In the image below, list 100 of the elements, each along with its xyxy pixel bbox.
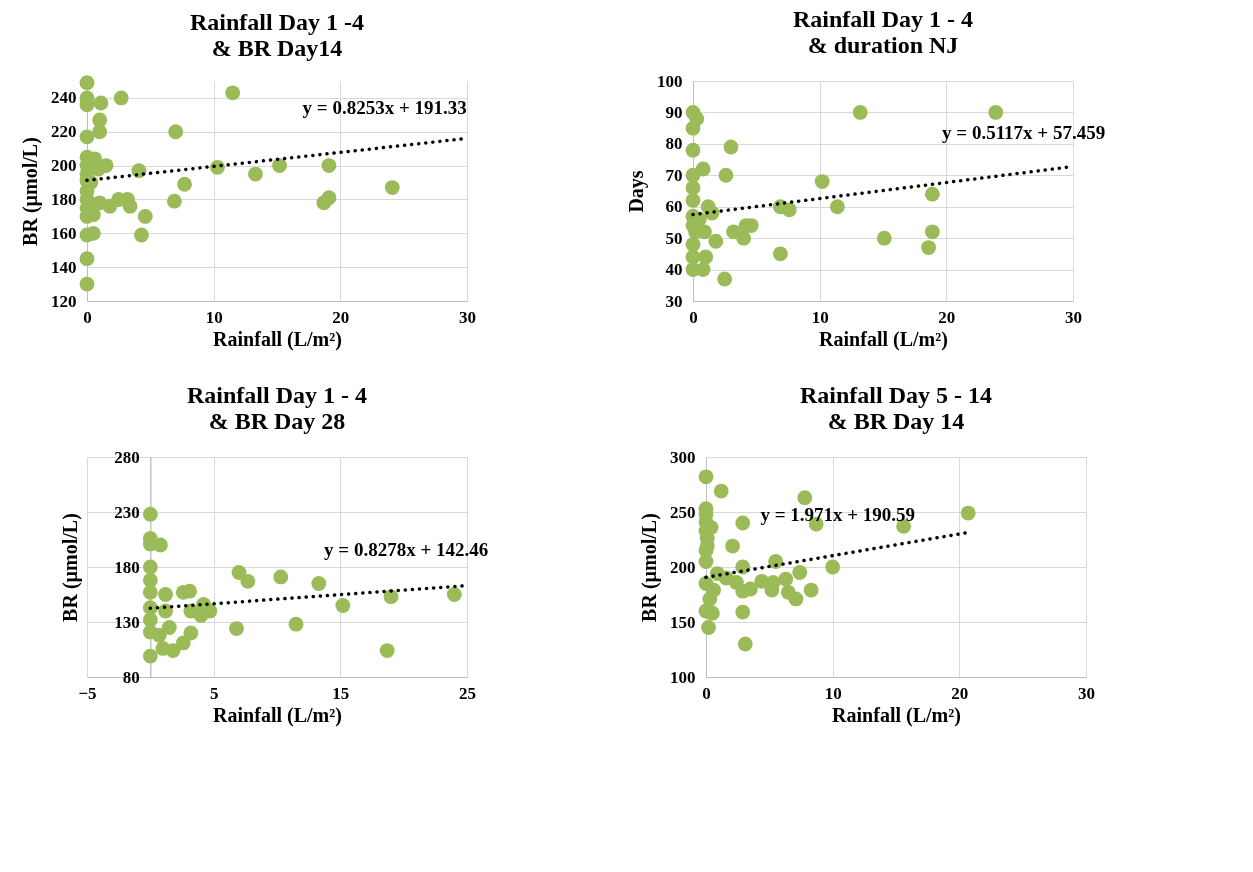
y-tick-label: 100 — [670, 667, 696, 687]
point — [852, 105, 868, 120]
point — [229, 621, 244, 636]
point — [735, 604, 751, 620]
point — [921, 240, 937, 255]
point — [321, 158, 337, 174]
y-tick-label: 230 — [114, 502, 140, 522]
y-tick-label: 60 — [665, 197, 683, 217]
point — [158, 587, 173, 602]
y-tick-label: 140 — [51, 257, 77, 277]
y-tick-label: 80 — [122, 667, 140, 687]
point — [988, 105, 1004, 120]
y-tick-label: 220 — [51, 122, 77, 142]
point — [685, 142, 701, 158]
point — [701, 620, 716, 635]
point — [168, 124, 184, 140]
x-tick-label: 20 — [951, 683, 969, 703]
point — [723, 139, 739, 155]
y-tick-label: 180 — [51, 189, 77, 209]
x-tick-label: 20 — [938, 307, 956, 327]
point — [685, 167, 701, 183]
y-tick-label: 160 — [51, 223, 77, 243]
x-tick-label: 10 — [811, 307, 829, 327]
point — [379, 643, 395, 658]
point — [79, 75, 95, 91]
point — [685, 249, 701, 265]
point — [137, 208, 153, 224]
point — [698, 469, 714, 485]
x-axis-title: Rainfall (L/m²) — [819, 327, 948, 351]
point — [685, 193, 701, 208]
y-tick-label: 200 — [51, 156, 77, 176]
point — [151, 627, 167, 643]
x-tick-label: 10 — [824, 683, 842, 703]
y-tick-label: 130 — [114, 612, 140, 632]
y-tick-label: 70 — [665, 165, 683, 185]
point — [781, 202, 797, 218]
y-tick-label: 150 — [670, 612, 696, 632]
point — [803, 582, 819, 598]
x-tick-label: 5 — [209, 683, 219, 703]
point — [177, 176, 192, 192]
point — [113, 90, 129, 106]
point — [122, 198, 138, 214]
point — [778, 571, 794, 587]
point — [79, 276, 95, 292]
annotation: y = 0.8253x + 191.33 — [302, 96, 467, 118]
point — [825, 559, 841, 575]
point — [797, 490, 813, 506]
point — [161, 620, 177, 635]
point — [924, 186, 940, 202]
x-tick-label: 15 — [332, 683, 350, 703]
point — [717, 271, 733, 287]
y-tick-label: 180 — [114, 557, 140, 577]
point — [792, 565, 808, 580]
x-tick-label: 25 — [459, 683, 476, 703]
point — [876, 230, 892, 246]
point — [175, 635, 191, 651]
point — [79, 251, 95, 267]
point — [92, 124, 108, 140]
y-axis-title: BR (µmol/L) — [19, 137, 42, 246]
point — [225, 85, 241, 101]
point — [736, 230, 752, 246]
x-tick-label: 10 — [205, 307, 223, 327]
point — [384, 180, 400, 196]
point — [383, 589, 399, 605]
point — [240, 573, 256, 589]
point — [737, 636, 753, 652]
point — [446, 587, 462, 602]
point — [335, 598, 351, 613]
point — [924, 224, 940, 240]
point — [183, 625, 199, 641]
point — [735, 515, 751, 531]
y-tick-label: 300 — [670, 447, 696, 467]
annotation: y = 0.5117x + 57.459 — [942, 121, 1106, 143]
y-tick-label: 120 — [51, 291, 77, 311]
point — [142, 648, 158, 664]
y-axis-title: BR (µmol/L) — [638, 513, 661, 622]
point — [685, 237, 701, 252]
point — [685, 180, 701, 196]
y-tick-label: 200 — [670, 557, 696, 577]
chart-title: Rainfall Day 5 - 14 & BR Day 14 — [800, 382, 992, 434]
point — [79, 129, 95, 145]
point — [248, 166, 263, 182]
point — [311, 576, 327, 591]
point — [93, 95, 109, 111]
y-tick-label: 30 — [665, 291, 683, 311]
point — [718, 167, 734, 183]
x-axis-title: Rainfall (L/m²) — [832, 703, 961, 727]
point — [713, 483, 729, 499]
x-tick-label: 30 — [459, 307, 476, 327]
point — [273, 569, 289, 585]
chart-title: Rainfall Day 1 -4 & BR Day14 — [190, 9, 364, 62]
x-tick-label: 0 — [702, 683, 711, 703]
y-tick-label: 280 — [114, 447, 140, 467]
y-tick-label: 80 — [665, 134, 683, 154]
y-tick-label: 90 — [665, 102, 683, 122]
y-tick-label: 240 — [51, 88, 77, 108]
point — [142, 559, 158, 575]
point — [702, 591, 718, 607]
x-tick-label: 30 — [1065, 307, 1082, 327]
point — [708, 233, 724, 249]
